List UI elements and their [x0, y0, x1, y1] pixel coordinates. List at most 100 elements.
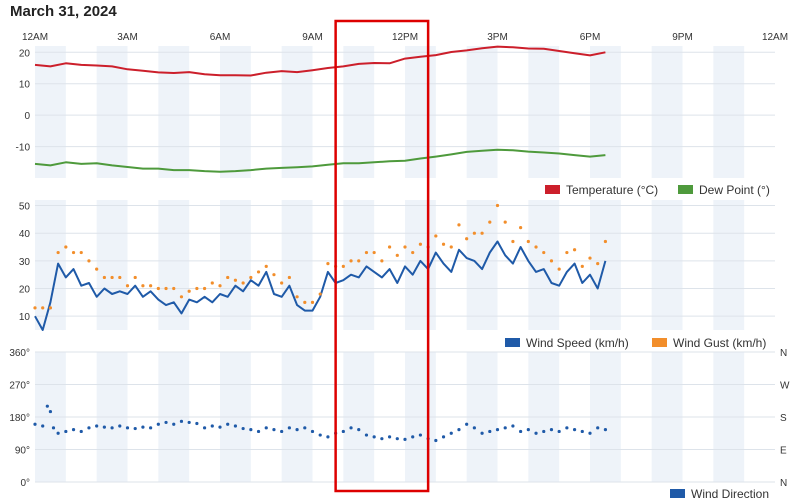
data-point [488, 429, 492, 434]
y-tick-label: 180° [9, 413, 30, 424]
wind-panel: 50 40 30 20 10 Wind Speed (km/h) Wind Gust (… [19, 200, 775, 350]
y-tick-label: -10 [16, 143, 31, 154]
data-point [557, 429, 561, 434]
data-point [118, 424, 122, 428]
time-axis-label: 12AM [762, 32, 788, 43]
data-point [102, 425, 106, 429]
data-point [280, 281, 284, 285]
data-point [187, 420, 191, 425]
wind-direction-panel: 360° 270° 180° 90° 0° N W S E N Wind Direction [9, 348, 790, 500]
data-point [226, 422, 230, 426]
hour-band [220, 46, 251, 178]
data-point [141, 425, 145, 429]
time-axis-label: 9PM [672, 32, 693, 43]
hour-band [528, 200, 560, 330]
y-tick-label: 40 [19, 229, 31, 240]
data-point [87, 426, 91, 430]
data-point [364, 433, 369, 437]
data-point [357, 259, 361, 263]
y-tick-label: 0 [24, 111, 30, 122]
data-point [411, 435, 415, 439]
y-tick-label: 360° [9, 348, 30, 359]
data-point [310, 300, 315, 304]
data-point [465, 422, 469, 426]
data-point [110, 426, 114, 430]
data-point [526, 428, 530, 432]
data-point [56, 431, 60, 435]
hour-band [590, 46, 621, 178]
data-point [557, 267, 561, 271]
data-point [303, 300, 307, 304]
data-point [580, 264, 584, 268]
data-point [226, 275, 230, 280]
data-point [457, 428, 461, 432]
data-point [534, 245, 538, 249]
data-point [534, 431, 538, 435]
data-point [519, 429, 523, 434]
data-point [326, 262, 330, 266]
data-point [249, 275, 253, 280]
series-line-1 [34, 148, 606, 173]
y-tick-label: 0° [20, 478, 30, 489]
y-tick-label: 90° [15, 446, 30, 457]
data-point [233, 424, 238, 428]
data-point [472, 231, 476, 235]
hour-band [466, 46, 498, 178]
data-point [341, 264, 345, 268]
data-point [349, 259, 353, 263]
data-point [434, 438, 438, 443]
data-point [41, 424, 45, 428]
data-point [71, 428, 76, 432]
time-axis-label: 3PM [487, 32, 508, 43]
dew-point-legend-swatch [678, 185, 693, 194]
wind-direction-legend-swatch [670, 489, 685, 498]
data-point [542, 429, 546, 434]
data-point [295, 295, 299, 299]
y-tick-label: 10 [19, 80, 31, 91]
data-point [526, 239, 530, 244]
data-point [172, 422, 176, 426]
hour-band [405, 200, 436, 330]
data-point [488, 220, 492, 224]
data-point [326, 435, 330, 439]
data-point [418, 242, 423, 246]
compass-tick-label: W [780, 381, 790, 392]
data-point [580, 429, 584, 434]
data-point [565, 250, 569, 255]
data-point [349, 426, 353, 430]
data-point [519, 226, 523, 230]
time-axis-label: 12PM [392, 32, 418, 43]
highlight-box [334, 19, 430, 493]
data-point [549, 428, 554, 432]
data-point [272, 428, 276, 432]
data-point [133, 426, 137, 431]
data-point [202, 286, 207, 291]
data-point [387, 435, 392, 439]
data-point [210, 281, 214, 285]
data-point [51, 426, 56, 430]
data-point [318, 292, 322, 296]
data-point [395, 253, 399, 257]
data-point [195, 421, 199, 426]
data-point [71, 250, 76, 255]
wind-gust-legend-label: Wind Gust (km/h) [673, 336, 766, 350]
data-point [411, 250, 415, 255]
data-point [264, 426, 268, 430]
hour-band [35, 200, 66, 330]
data-point [465, 237, 469, 241]
y-tick-label: 50 [19, 202, 31, 213]
hour-band [158, 46, 190, 178]
series-line-0 [34, 240, 607, 331]
data-point [95, 267, 99, 271]
data-point [380, 259, 384, 263]
hour-band [528, 46, 560, 178]
data-point [87, 259, 91, 263]
data-point [472, 426, 476, 430]
data-point [303, 426, 307, 430]
data-point [118, 275, 122, 280]
data-point [503, 426, 507, 430]
wind-direction-legend-label: Wind Direction [691, 487, 769, 500]
data-point [572, 428, 577, 432]
data-point [202, 426, 207, 430]
data-point [218, 284, 222, 288]
